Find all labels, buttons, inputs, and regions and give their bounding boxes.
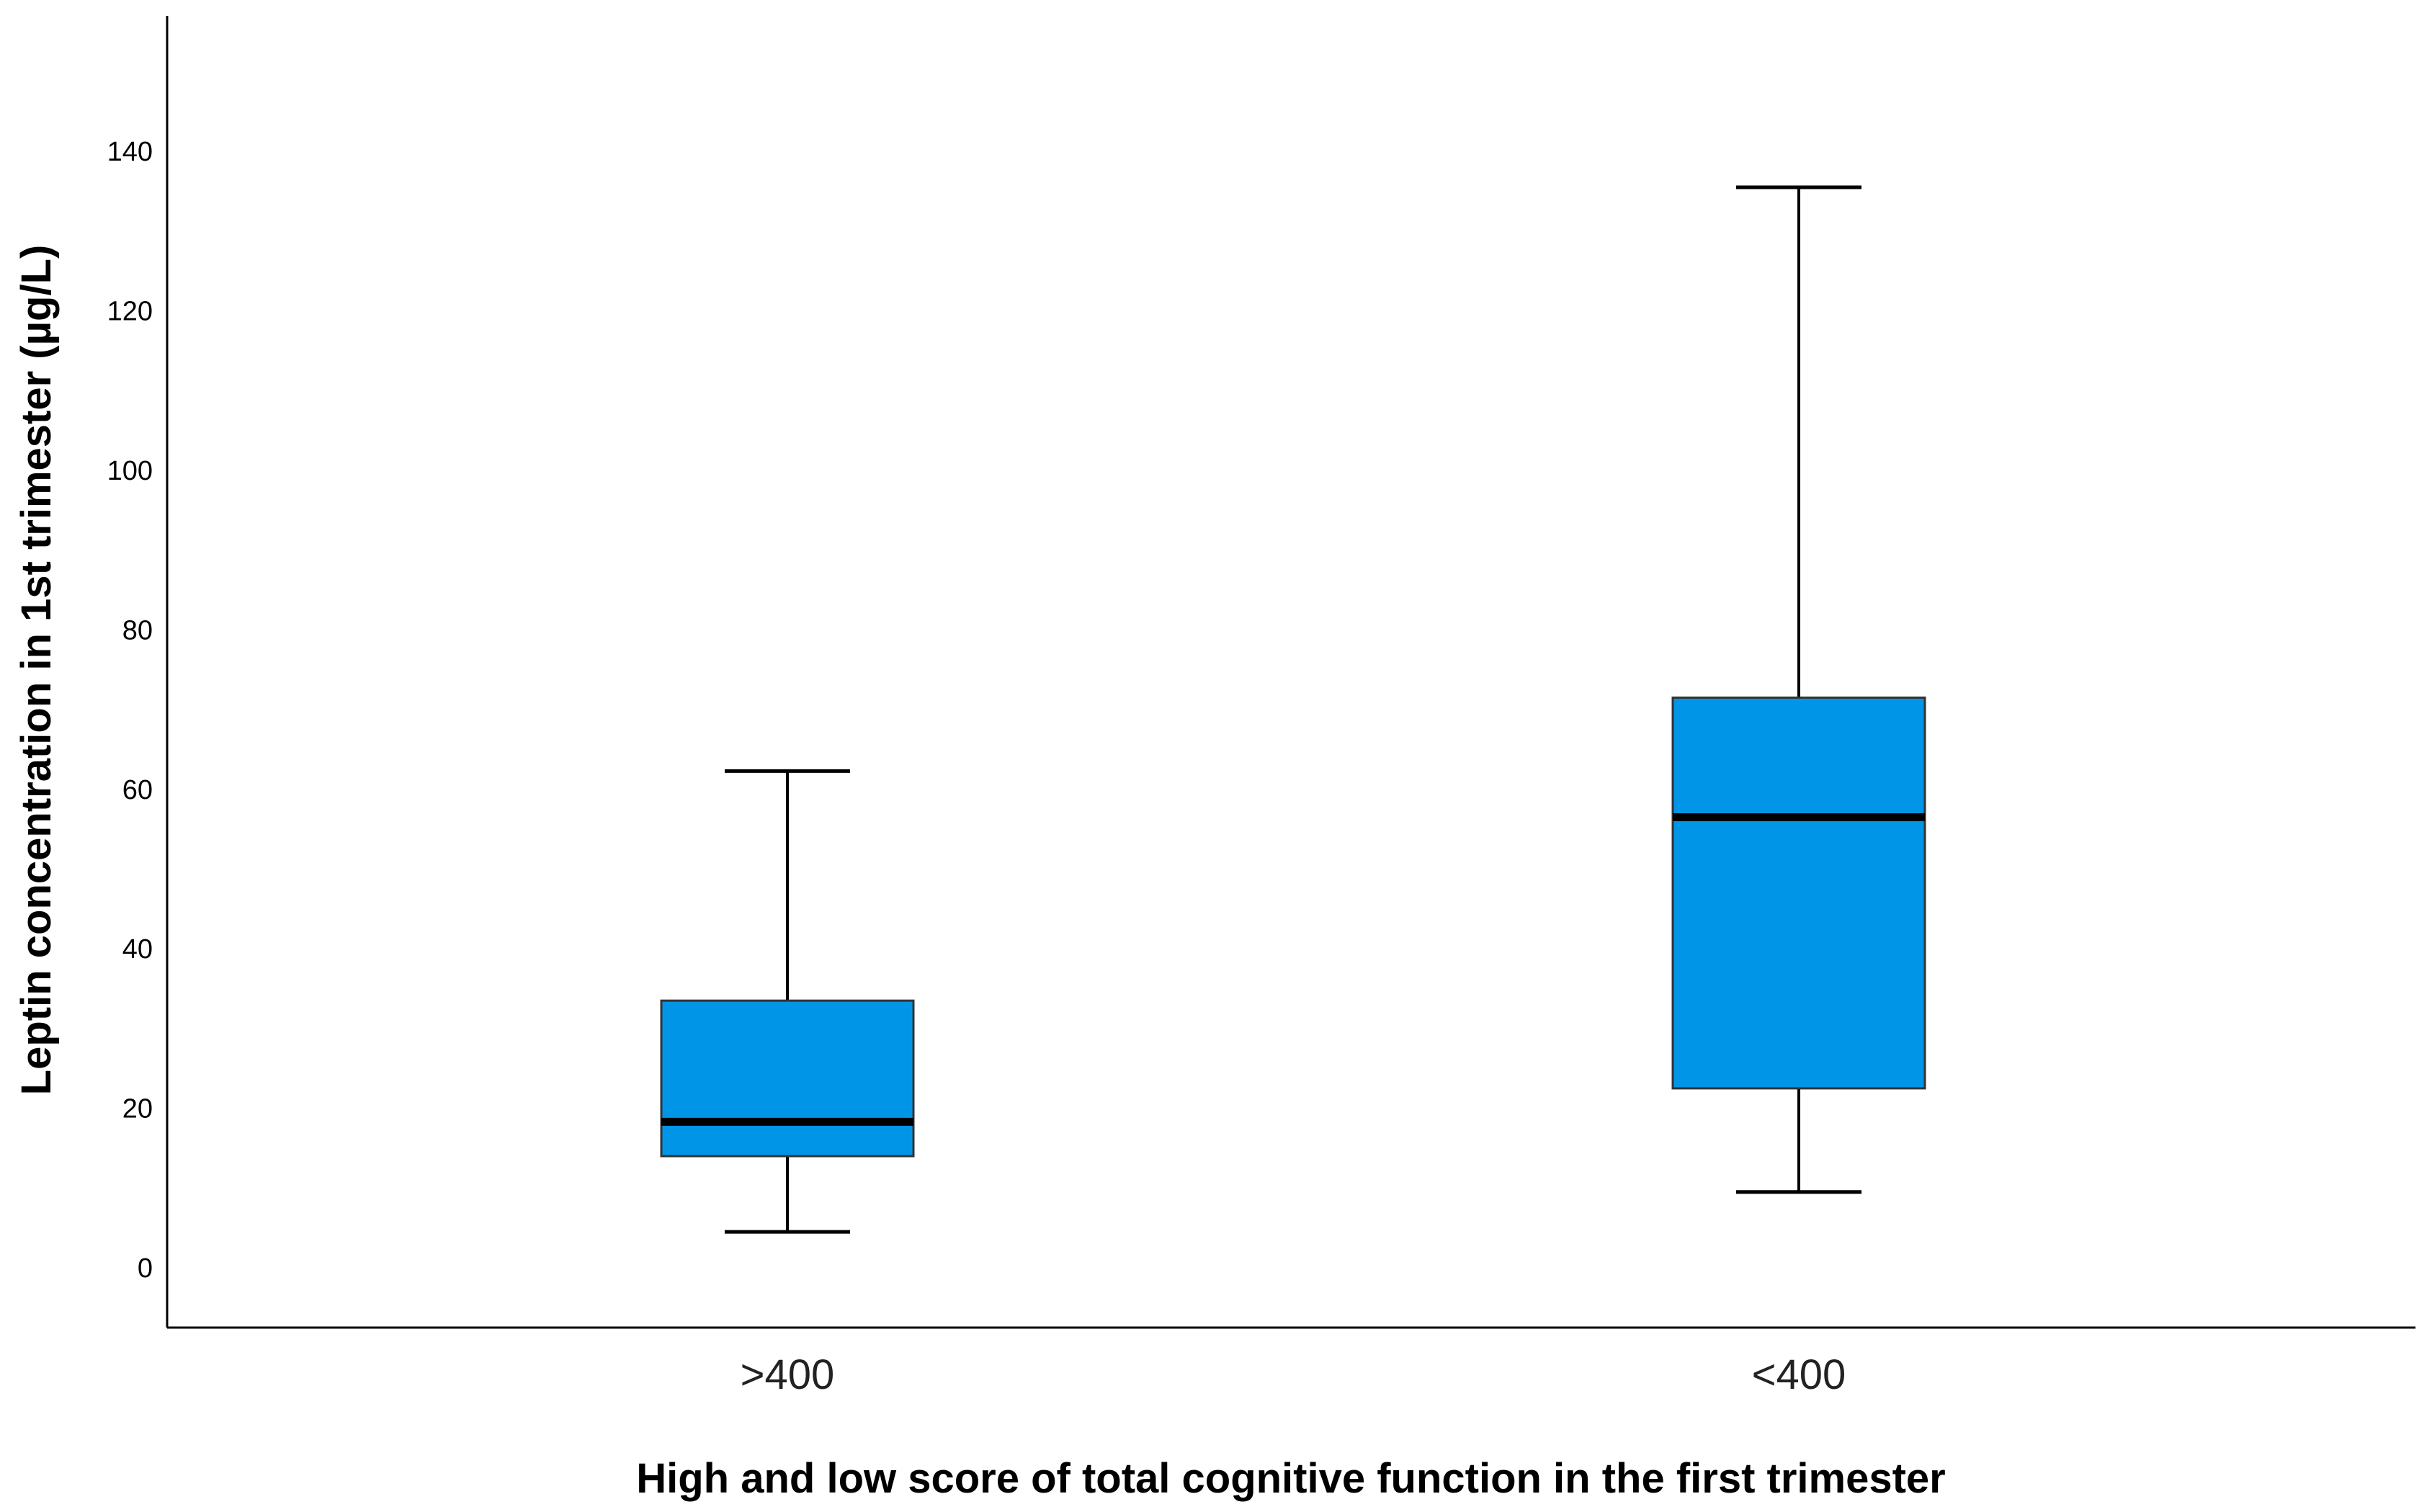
y-tick-label: 120 (107, 297, 153, 327)
y-tick-label: 80 (122, 615, 153, 645)
iqr-box (1671, 696, 1926, 1090)
x-category-label: <400 (1752, 1351, 1846, 1398)
x-category-labels: >400 <400 (741, 1351, 1846, 1398)
y-tick-label: 100 (107, 456, 153, 486)
y-axis-title: Leptin concentration in 1st trimester (µ… (13, 245, 60, 1096)
y-tick-label: 0 (138, 1253, 153, 1284)
x-category-label: >400 (741, 1351, 835, 1398)
box-2 (1671, 185, 1926, 1194)
y-tick-label: 40 (122, 934, 153, 965)
y-tick-label: 60 (122, 775, 153, 805)
y-tick-labels: 0 20 40 60 80 100 120 140 (107, 137, 153, 1284)
iqr-box (660, 999, 915, 1158)
axes (166, 16, 2415, 1329)
box-1 (660, 769, 915, 1234)
boxes (660, 185, 1926, 1234)
y-tick-label: 140 (107, 137, 153, 167)
x-axis-title: High and low score of total cognitive fu… (636, 1455, 1945, 1502)
y-tick-label: 20 (122, 1094, 153, 1124)
